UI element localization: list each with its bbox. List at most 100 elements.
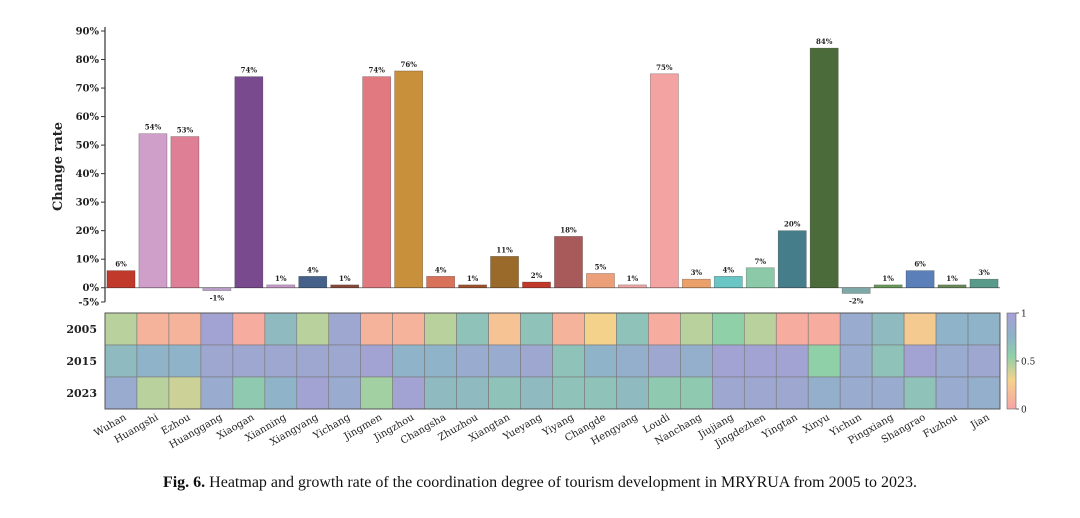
bar-xiangtan [490, 256, 519, 289]
heatmap-cell [743, 312, 777, 346]
heatmap-cell [264, 344, 298, 378]
bar-value-label: 76% [400, 60, 417, 69]
heatmap-cell [648, 312, 681, 346]
heatmap-cell [935, 344, 969, 378]
bar-yiyang [554, 236, 583, 289]
bar-value-label: -1% [210, 294, 225, 303]
heatmap-cell [232, 312, 266, 346]
heatmap-cell [520, 376, 553, 410]
heatmap-cell [712, 376, 745, 410]
heatmap-cell [296, 344, 330, 378]
bar-changsha [426, 276, 455, 289]
y-tick-label: 70% [76, 84, 100, 95]
heatmap-cell [935, 312, 969, 346]
colorbar-bar [1006, 312, 1017, 410]
heatmap-cell [232, 344, 266, 378]
heatmap-cell [775, 312, 809, 346]
heatmap-cell [967, 376, 1001, 410]
bar-yichang [330, 284, 360, 289]
heatmap-cell [456, 344, 489, 378]
bar-fuzhou [937, 284, 967, 289]
heatmap-cell [424, 344, 457, 378]
x-category-label: Fuzhou [922, 412, 961, 441]
heatmap-cell [264, 376, 298, 410]
colorbar: 00.51 [1006, 310, 1036, 416]
heatmap-cell [360, 312, 393, 346]
bar-value-label: 3% [691, 268, 703, 277]
heatmap-cell [200, 344, 234, 378]
heatmap-cell [680, 376, 713, 410]
y-axis-title: Change rate [51, 122, 66, 211]
bar-hengyang [618, 284, 647, 289]
colorbar-tick-label: 0 [1021, 406, 1027, 416]
heatmap-cell [392, 344, 425, 378]
heatmap-cell [360, 344, 393, 378]
heatmap-cell [871, 312, 905, 346]
bar-value-label: 18% [560, 225, 577, 234]
y-tick-label: 30% [76, 198, 100, 209]
bar-jian [969, 278, 999, 289]
y-tick-label: 90% [76, 27, 100, 38]
x-category-label: Jian [968, 412, 992, 432]
heatmap-cell [328, 312, 362, 346]
heatmap-cell [328, 344, 362, 378]
heatmap-row-label: 2023 [66, 387, 97, 400]
heatmap-cell [520, 312, 553, 346]
bar-xinyu [809, 47, 839, 289]
heatmap-cell [232, 376, 266, 410]
bar-value-label: 20% [784, 220, 801, 229]
bar-value-label: 7% [755, 257, 767, 266]
heatmap-cell [903, 376, 937, 410]
bar-value-label: -2% [849, 296, 864, 305]
heatmap-cell [424, 312, 457, 346]
heatmap-cell [200, 312, 234, 346]
y-tick-label: 20% [76, 226, 100, 237]
heatmap-cell [136, 312, 170, 346]
heatmap-cell [967, 344, 1001, 378]
heatmap-cell [168, 312, 202, 346]
heatmap-cell [456, 376, 489, 410]
heatmap-cell [743, 376, 777, 410]
bar-value-label: 3% [978, 268, 990, 277]
heatmap-cell [775, 344, 809, 378]
heatmap-cell [136, 376, 170, 410]
bar-value-label: 1% [627, 274, 639, 283]
bar-ezhou [170, 136, 200, 289]
bar-value-label: 4% [435, 265, 447, 274]
bar-zhuzhou [458, 284, 487, 289]
bar-value-label: 2% [531, 271, 543, 280]
heatmap-cell [552, 344, 585, 378]
bar-value-label: 84% [816, 37, 833, 46]
bar-value-label: 6% [914, 260, 926, 269]
heatmap-cell [616, 312, 649, 346]
heatmap-cell [136, 344, 170, 378]
bar-value-label: 54% [145, 123, 162, 132]
bar-value-label: 74% [241, 66, 258, 75]
bar-chart: -5% 0% 10% 20% 30% 40% 50% 60% 70% 80% 90% Change r… [51, 27, 1000, 309]
heatmap-cell [807, 376, 841, 410]
heatmap-cell [264, 312, 298, 346]
heatmap-cell [488, 312, 521, 346]
caption-text: Heatmap and growth rate of the coordinat… [209, 474, 918, 491]
bar-xianning [266, 284, 296, 289]
bar-loudi [650, 73, 679, 289]
bar-jingmen [362, 76, 392, 289]
heatmap-row-label: 2005 [66, 323, 97, 336]
heatmap-cell [903, 312, 937, 346]
bar-wuhan [106, 270, 136, 289]
heatmap-cell [680, 344, 713, 378]
bar-xiangyang [298, 276, 328, 289]
heatmap-cell [807, 344, 841, 378]
heatmap-cell [488, 344, 521, 378]
x-category-label: Yingtan [760, 412, 801, 442]
heatmap-cell [807, 312, 841, 346]
bar-yichun [841, 287, 871, 294]
heatmap-cell [392, 312, 425, 346]
heatmap-cell [328, 376, 362, 410]
y-tick-label: 60% [76, 112, 100, 123]
bar-changde [586, 273, 615, 289]
heatmap-cell [648, 344, 681, 378]
bar-huangshi [138, 133, 168, 289]
heatmap-cell [871, 344, 905, 378]
